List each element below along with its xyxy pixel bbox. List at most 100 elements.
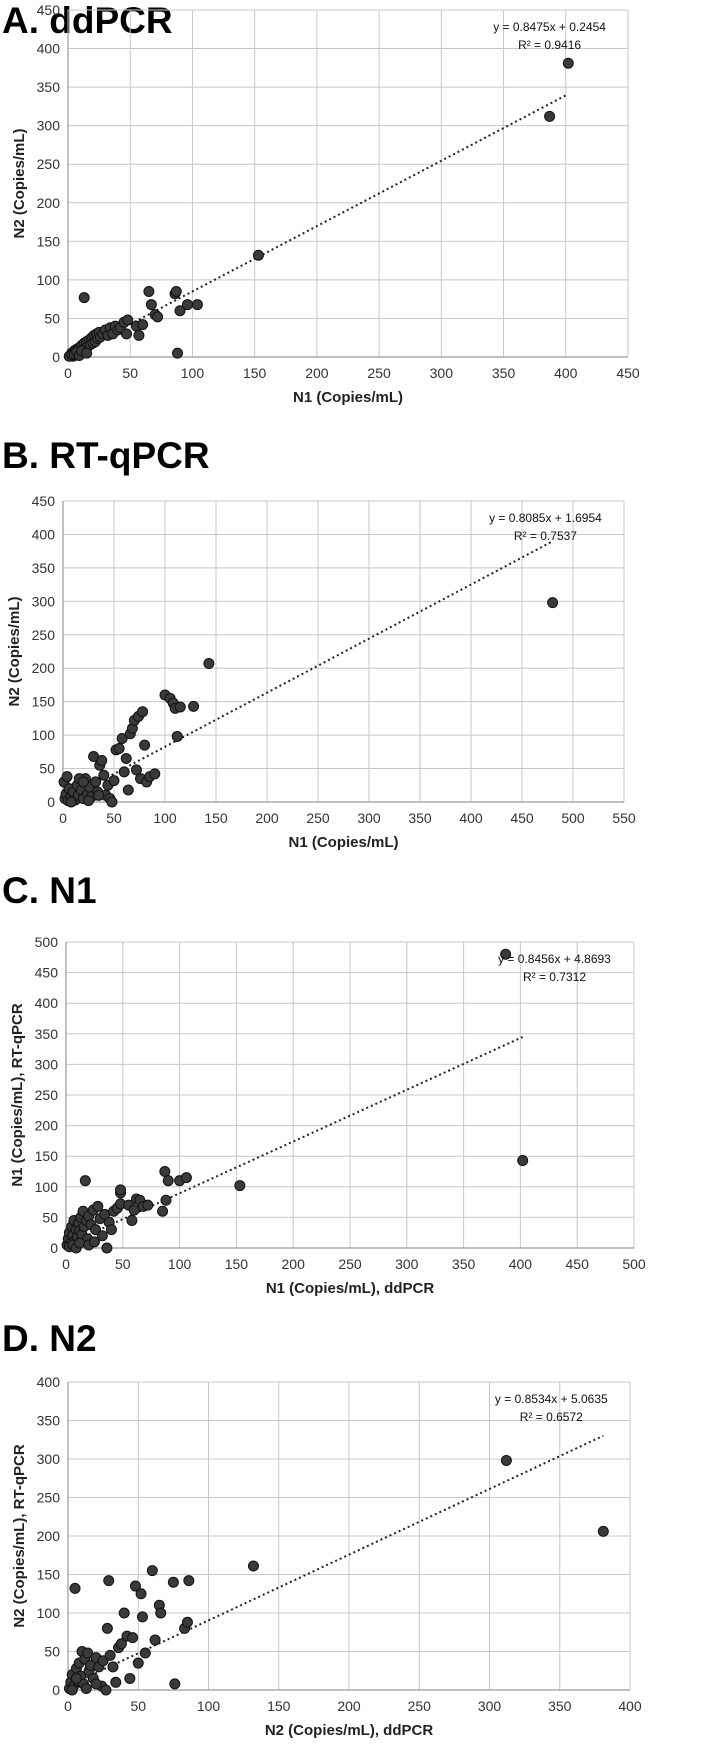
data-point (82, 1647, 94, 1659)
x-tick-label: 500 (622, 1256, 646, 1272)
panel-b: B. RT-qPCR 0 50 100 150 200 250 300 350 400 450 50… (0, 435, 710, 860)
data-point (252, 249, 264, 261)
x-tick-label: 300 (430, 365, 454, 381)
y-tick-label: 350 (35, 1026, 59, 1042)
y-tick-label: 350 (37, 79, 61, 95)
y-axis-label: N2 (Copies/mL) (11, 128, 28, 238)
r-squared-label: R² = 0.7312 (523, 970, 586, 984)
x-tick-label: 450 (566, 1256, 590, 1272)
data-point (80, 1682, 92, 1694)
y-tick-label: 250 (32, 627, 56, 643)
data-point (500, 948, 512, 960)
data-point (159, 1166, 171, 1177)
y-tick-label: 100 (37, 272, 61, 288)
data-point (118, 1607, 130, 1619)
data-point (61, 771, 73, 783)
data-point (78, 292, 90, 304)
data-point (124, 1672, 136, 1684)
y-axis-label: N1 (Copies/mL), RT-qPCR (9, 1003, 26, 1187)
data-point (149, 1634, 161, 1646)
data-point (146, 1565, 158, 1577)
data-point (139, 1647, 151, 1659)
x-tick-label: 50 (130, 1698, 146, 1714)
data-point (188, 700, 200, 712)
x-tick-label: 400 (618, 1698, 642, 1714)
data-point (172, 347, 184, 359)
y-tick-label: 50 (44, 310, 60, 326)
data-point (500, 1455, 512, 1467)
chart-b: 0 50 100 150 200 250 300 350 400 450 500 550 0 50 100 1… (6, 493, 636, 851)
data-point (118, 766, 130, 778)
data-point (143, 285, 155, 297)
data-point (115, 1184, 127, 1196)
y-tick-label: 200 (37, 195, 61, 211)
data-point (152, 311, 164, 323)
x-tick-label: 450 (616, 365, 640, 381)
data-point (247, 1560, 259, 1572)
data-point (137, 319, 149, 331)
x-tick-label: 50 (122, 365, 138, 381)
trendline (65, 1036, 524, 1246)
data-point (128, 1204, 140, 1216)
data-point (96, 755, 108, 767)
trendline-equation: y = 0.8534x + 5.0635 (495, 1392, 608, 1406)
trendline-equation: y = 0.8475x + 0.2454 (493, 20, 606, 34)
x-tick-label: 150 (225, 1256, 249, 1272)
data-point (69, 1582, 81, 1594)
data-point (170, 285, 182, 297)
x-tick-label: 150 (243, 365, 267, 381)
data-point (547, 597, 559, 609)
data-point (83, 795, 94, 807)
data-point (92, 1200, 104, 1212)
x-tick-label: 350 (408, 810, 432, 826)
r-squared-label: R² = 0.6572 (520, 1410, 583, 1424)
data-point (597, 1525, 609, 1537)
data-point (133, 329, 145, 341)
data-point (181, 1616, 193, 1628)
data-point (88, 1236, 100, 1248)
data-point (167, 1576, 179, 1588)
data-point (517, 1154, 529, 1166)
data-point (77, 776, 89, 788)
data-point (110, 1676, 122, 1688)
data-point (149, 768, 161, 780)
y-tick-label: 200 (35, 1118, 59, 1134)
data-point (74, 1237, 86, 1249)
data-point (234, 1180, 246, 1192)
y-tick-label: 150 (32, 694, 56, 710)
data-point (191, 299, 203, 311)
data-point (180, 1172, 192, 1184)
x-tick-label: 350 (548, 1698, 572, 1714)
data-point (120, 328, 132, 340)
x-tick-label: 250 (338, 1256, 362, 1272)
y-tick-label: 100 (35, 1179, 59, 1195)
x-axis-label: N1 (Copies/mL) (288, 834, 398, 851)
x-tick-label: 400 (459, 810, 483, 826)
x-axis-label: N1 (Copies/mL) (293, 389, 403, 406)
data-point (101, 1242, 113, 1254)
panel-d: D. N2 0 50 100 150 200 250 300 350 400 0 50 100 150 2… (0, 1318, 710, 1750)
x-tick-label: 450 (510, 810, 534, 826)
data-point (127, 1632, 139, 1644)
trendline-equation: y = 0.8085x + 1.6954 (489, 511, 602, 525)
data-point (171, 730, 183, 742)
trendline (67, 1434, 604, 1688)
data-point (132, 1657, 144, 1669)
trendline (62, 540, 554, 802)
y-tick-label: 250 (37, 156, 61, 172)
data-point (142, 1199, 154, 1211)
data-point (90, 1224, 102, 1236)
x-tick-label: 350 (492, 365, 516, 381)
data-point (122, 784, 134, 796)
x-tick-label: 300 (478, 1698, 502, 1714)
x-tick-label: 0 (64, 1698, 72, 1714)
y-tick-label: 200 (37, 1528, 61, 1544)
y-tick-label: 100 (32, 727, 56, 743)
x-tick-label: 0 (62, 1256, 70, 1272)
y-tick-label: 150 (35, 1148, 59, 1164)
y-tick-label: 450 (37, 2, 61, 18)
y-tick-label: 300 (37, 118, 61, 134)
data-point (65, 796, 77, 808)
y-tick-label: 0 (47, 794, 55, 810)
x-tick-label: 300 (395, 1256, 419, 1272)
